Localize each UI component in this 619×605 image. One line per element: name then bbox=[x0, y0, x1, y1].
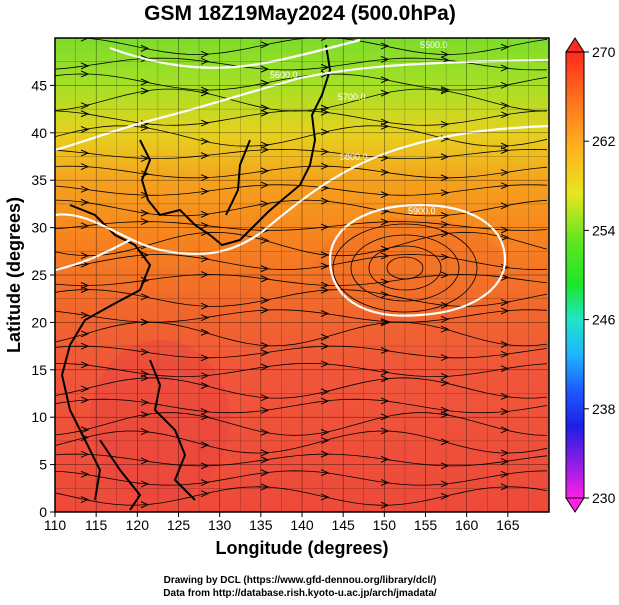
colorbar-tick-label: 262 bbox=[592, 133, 616, 149]
y-tick-label: 15 bbox=[31, 362, 47, 378]
x-tick-label: 125 bbox=[167, 517, 191, 533]
temperature-field: 5900.0 5800.0 5700.0 5600.0 5500.0 bbox=[55, 38, 549, 512]
y-tick-label: 40 bbox=[31, 125, 47, 141]
y-tick-label: 10 bbox=[31, 409, 47, 425]
colorbar-tick-label: 230 bbox=[592, 490, 616, 506]
height-contours bbox=[55, 38, 549, 317]
coastlines bbox=[60, 44, 332, 511]
contour-label-5900: 5900.0 bbox=[408, 206, 436, 216]
chart-title: GSM 18Z19May2024 (500.0hPa) bbox=[144, 2, 456, 25]
y-axis-label: Latitude (degrees) bbox=[4, 197, 24, 353]
colorbar-gradient bbox=[565, 51, 585, 499]
y-tick-label: 30 bbox=[31, 220, 47, 236]
y-tick-label: 25 bbox=[31, 267, 47, 283]
contour-label-5800: 5800.0 bbox=[340, 152, 368, 162]
contour-label-5500: 5500.0 bbox=[420, 40, 448, 50]
x-axis-label: Longitude (degrees) bbox=[215, 538, 388, 558]
x-tick-label: 150 bbox=[373, 517, 397, 533]
x-tick-label: 145 bbox=[331, 517, 355, 533]
x-tick-label: 165 bbox=[496, 517, 520, 533]
x-tick-label: 130 bbox=[208, 517, 232, 533]
colorbar-tick-label: 270 bbox=[592, 44, 616, 60]
contour-labels: 5900.0 5800.0 5700.0 5600.0 5500.0 bbox=[270, 40, 448, 216]
latlon-grid bbox=[55, 38, 549, 512]
credit-drawing: Drawing by DCL (https://www.gfd-dennou.o… bbox=[163, 575, 437, 586]
x-axis-ticks: 110 115 120 125 130 135 140 145 150 155 160 165 bbox=[44, 512, 520, 533]
colorbar-tick-label: 238 bbox=[592, 401, 616, 417]
colorbar-tick-label: 254 bbox=[592, 222, 616, 238]
x-tick-label: 160 bbox=[455, 517, 479, 533]
colorbar: 270 262 254 246 238 230 bbox=[565, 37, 616, 513]
contour-label-5600: 5600.0 bbox=[270, 70, 298, 80]
y-tick-label: 0 bbox=[39, 504, 47, 520]
contour-label-5700: 5700.0 bbox=[338, 92, 366, 102]
credits: Drawing by DCL (https://www.gfd-dennou.o… bbox=[0, 574, 600, 600]
credit-data: Data from http://database.rish.kyoto-u.a… bbox=[163, 588, 437, 599]
x-tick-label: 115 bbox=[85, 517, 108, 533]
y-tick-label: 20 bbox=[31, 314, 47, 330]
map-plot: 5900.0 5800.0 5700.0 5600.0 5500.0 110 11… bbox=[4, 37, 616, 558]
x-tick-label: 155 bbox=[414, 517, 438, 533]
y-tick-label: 5 bbox=[39, 457, 47, 473]
colorbar-tick-label: 246 bbox=[592, 312, 616, 328]
y-tick-label: 45 bbox=[31, 77, 47, 93]
y-axis-ticks: 0 5 10 15 20 25 30 35 40 45 bbox=[31, 77, 55, 520]
x-tick-label: 135 bbox=[249, 517, 273, 533]
x-tick-label: 110 bbox=[44, 517, 67, 533]
colorbar-top-arrow bbox=[565, 37, 585, 53]
colorbar-bottom-arrow bbox=[565, 497, 585, 513]
x-tick-label: 120 bbox=[126, 517, 150, 533]
x-tick-label: 140 bbox=[290, 517, 314, 533]
y-tick-label: 35 bbox=[31, 172, 47, 188]
